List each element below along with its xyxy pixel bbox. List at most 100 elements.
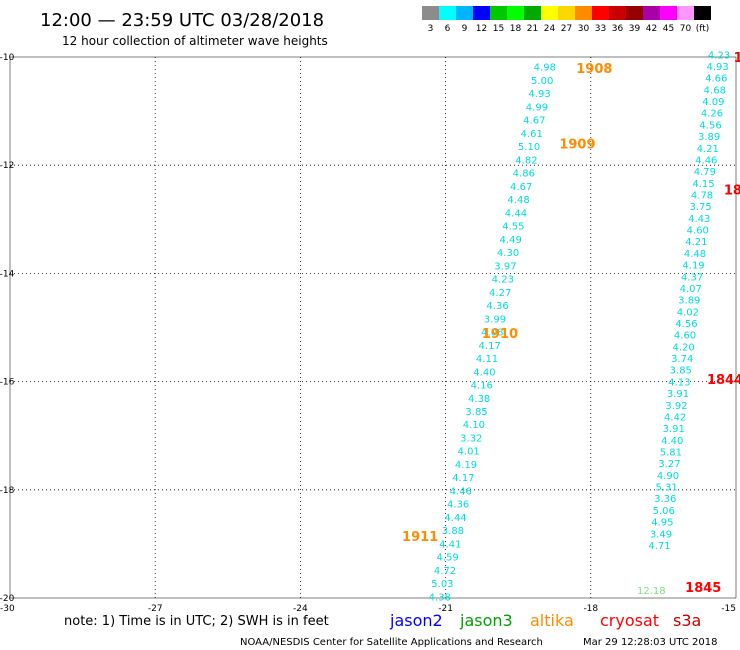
wave-height-value: 4.21 <box>685 237 707 248</box>
wave-height-value: 4.09 <box>702 97 724 108</box>
wave-height-value: 4.21 <box>697 144 719 155</box>
wave-height-value: 4.15 <box>692 179 714 190</box>
color-scale-labels: 3 6 9 12 15 18 21 24 27 30 33 36 39 42 45 70 (ft) <box>428 24 710 34</box>
wave-height-value: 4.66 <box>705 74 727 85</box>
color-scale-label: 12 <box>476 24 487 34</box>
wave-height-value: 4.36 <box>447 500 469 511</box>
wave-height-value: 3.88 <box>442 526 464 537</box>
legend: note: 1) Time is in UTC; 2) SWH is in fe… <box>64 611 701 630</box>
wave-height-value: 4.23 <box>708 50 730 61</box>
color-scale-label: 45 <box>663 24 674 34</box>
wave-height-value: 4.93 <box>528 89 550 100</box>
y-axis-ticks: -10 -12 -14 -16 -18 -20 <box>0 53 15 604</box>
color-scale-label: 15 <box>493 24 504 34</box>
wave-height-value: 5.03 <box>431 579 453 590</box>
wave-height-value: 3.32 <box>460 433 482 444</box>
color-swatch <box>456 6 473 20</box>
wave-height-value: 4.49 <box>500 235 522 246</box>
wave-height-value: 4.10 <box>463 420 485 431</box>
wave-height-value: 4.59 <box>437 553 459 564</box>
wave-height-value: 3.89 <box>678 296 700 307</box>
wave-height-value: 4.48 <box>684 249 706 260</box>
wave-height-value: 4.11 <box>476 354 498 365</box>
wave-height-value: 4.72 <box>434 566 456 577</box>
footer: NOAA/NESDIS Center for Satellite Applica… <box>240 637 718 648</box>
wave-height-value: 4.23 <box>492 275 514 286</box>
color-scale: 3 6 9 12 15 18 21 24 27 30 33 36 39 42 45 70 (ft) <box>422 6 711 34</box>
x-tick-label: -27 <box>148 604 163 614</box>
wave-height-value: 4.40 <box>473 367 495 378</box>
color-scale-label: 9 <box>462 24 468 34</box>
color-scale-label: 27 <box>561 24 572 34</box>
pass-number-label: 1910 <box>482 327 518 342</box>
color-scale-label: 39 <box>629 24 641 34</box>
wave-height-value: 3.92 <box>665 401 687 412</box>
wave-height-value: 4.17 <box>452 473 474 484</box>
wave-height-value: 4.86 <box>513 169 535 180</box>
pass-number-label: 1911 <box>402 530 438 545</box>
color-scale-label: 6 <box>445 24 451 34</box>
wave-height-value: 12.18 <box>637 586 666 597</box>
pass-labels: 1908 1909 1910 1911 1 18 1844 1845 <box>402 51 740 596</box>
y-tick-label: -20 <box>0 594 15 604</box>
color-swatch <box>575 6 592 20</box>
color-scale-label: 36 <box>612 24 624 34</box>
color-swatch <box>558 6 575 20</box>
wave-height-value: 5.06 <box>653 506 675 517</box>
wave-height-value: 4.67 <box>523 116 545 127</box>
x-axis-ticks: -30 -27 -24 -21 -18 -15 <box>0 604 736 614</box>
wave-height-value: 4.43 <box>688 214 710 225</box>
wave-height-value: 4.07 <box>680 284 702 295</box>
wave-height-value: 4.27 <box>489 288 511 299</box>
x-tick-label: -24 <box>293 604 308 614</box>
satellite-legend: jason2 jason3 altika cryosat s3a <box>389 611 701 630</box>
wave-height-tracks: 4.98 5.00 4.93 4.99 4.67 4.61 5.10 4.82 4.86 4.67… <box>429 50 731 603</box>
wave-height-value: 4.78 <box>691 190 713 201</box>
wave-height-value: 4.61 <box>521 129 543 140</box>
wave-height-value: 4.44 <box>505 208 527 219</box>
wave-height-value: 4.26 <box>701 109 723 120</box>
wave-height-value: 4.98 <box>534 63 556 74</box>
pass-number-label: 1844 <box>707 373 740 388</box>
note-text: note: 1) Time is in UTC; 2) SWH is in fe… <box>64 614 329 629</box>
color-swatch <box>473 6 490 20</box>
color-scale-label: 33 <box>595 24 606 34</box>
color-swatch <box>677 6 694 20</box>
wave-height-value: 4.67 <box>510 182 532 193</box>
color-swatch <box>439 6 456 20</box>
color-swatch <box>524 6 541 20</box>
wave-height-value: 3.85 <box>670 366 692 377</box>
footer-timestamp: Mar 29 12:28:03 UTC 2018 <box>583 637 718 648</box>
page-title: 12:00 — 23:59 UTC 03/28/2018 <box>40 10 324 31</box>
color-scale-label: 18 <box>510 24 522 34</box>
color-scale-label: 42 <box>646 24 657 34</box>
wave-height-value: 4.41 <box>439 539 461 550</box>
plot-frame <box>9 56 737 599</box>
wave-height-value: 3.85 <box>465 407 487 418</box>
x-tick-label: -21 <box>438 604 453 614</box>
wave-height-value: 4.36 <box>486 301 508 312</box>
wave-height-value: 4.93 <box>707 62 729 73</box>
wave-height-value: 5.00 <box>531 76 553 87</box>
wave-height-value: 3.91 <box>663 424 685 435</box>
wave-height-value: 4.48 <box>507 195 529 206</box>
color-swatch <box>660 6 677 20</box>
pass-number-label: 18 <box>724 184 740 199</box>
color-swatch <box>694 6 711 20</box>
satellite-legend-s3a: s3a <box>673 611 701 630</box>
wave-height-value: 4.46 <box>695 155 717 166</box>
wave-height-value: 4.19 <box>455 460 477 471</box>
pass-number-label: 1908 <box>576 62 612 77</box>
wave-height-value: 3.91 <box>667 389 689 400</box>
y-tick-label: -12 <box>0 161 14 171</box>
y-tick-label: -10 <box>0 53 15 63</box>
y-tick-label: -18 <box>0 486 15 496</box>
color-scale-label: 21 <box>527 24 538 34</box>
footer-credit: NOAA/NESDIS Center for Satellite Applica… <box>240 637 543 648</box>
wave-height-value: 3.74 <box>671 354 693 365</box>
wave-height-value: 3.97 <box>494 261 516 272</box>
pass-number-label: 1909 <box>559 138 595 153</box>
wave-height-value: 3.27 <box>658 459 680 470</box>
color-scale-label: 70 <box>680 24 692 34</box>
wave-height-value: 4.56 <box>675 319 697 330</box>
